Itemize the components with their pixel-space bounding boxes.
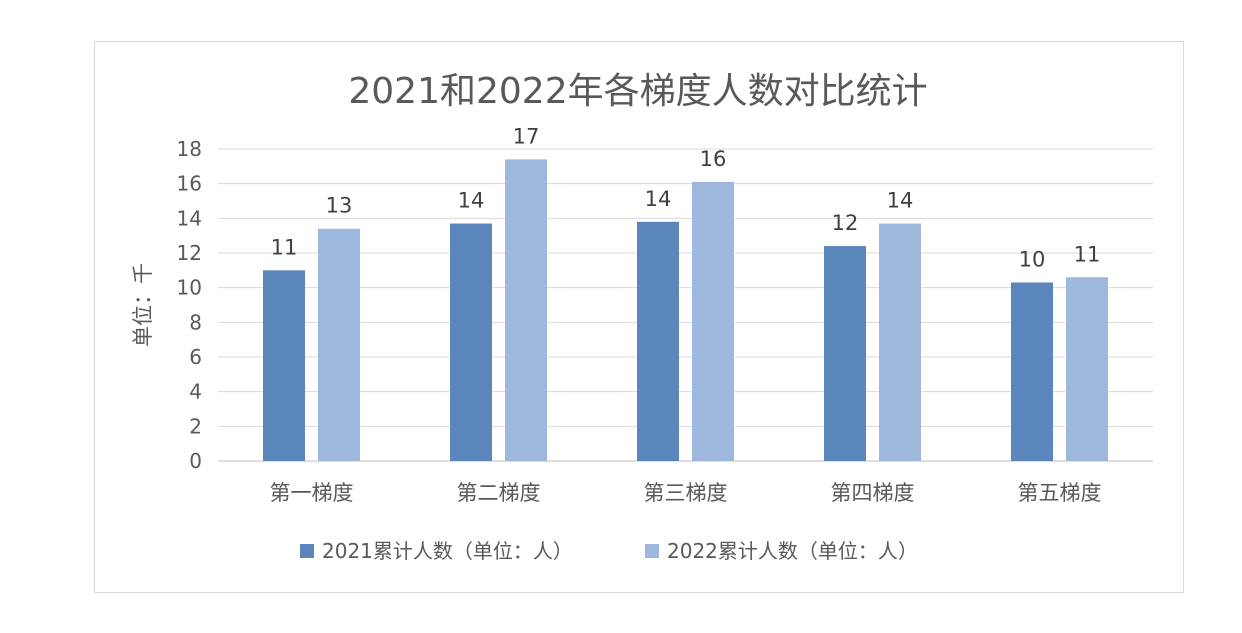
x-category-label: 第四梯度 [831,481,915,505]
bar [318,228,360,461]
chart-title: 2021和2022年各梯度人数对比统计 [348,71,927,112]
x-category-label: 第五梯度 [1018,481,1102,505]
bar [263,270,305,461]
y-tick-label: 12 [177,241,202,265]
bar [879,223,921,461]
y-tick-label: 4 [189,380,202,404]
legend-entry: 2022累计人数（单位：人） [667,539,918,563]
data-label: 12 [832,211,859,235]
legend-swatch [300,544,314,558]
data-label: 17 [513,124,540,148]
x-category-label: 第一梯度 [270,481,354,505]
data-label: 13 [326,194,353,218]
data-label: 14 [645,187,672,211]
y-axis-label: 单位：千 [131,263,155,347]
x-category-label: 第二梯度 [457,481,541,505]
y-tick-label: 10 [177,276,202,300]
data-label: 11 [271,235,298,259]
data-label: 14 [887,189,914,213]
y-tick-label: 8 [189,310,202,334]
x-category-label: 第三梯度 [644,481,728,505]
bar [637,221,679,461]
legend-entry: 2021累计人数（单位：人） [322,539,573,563]
data-labels: 11 13 14 17 14 16 12 14 10 11 [271,124,1101,271]
data-label: 10 [1019,247,1046,271]
bar [824,246,866,461]
y-tick-label: 6 [189,345,202,369]
y-tick-label: 14 [177,206,202,230]
gridlines [218,148,1153,462]
x-axis-categories: 第一梯度 第二梯度 第三梯度 第四梯度 第五梯度 [270,481,1102,505]
legend: 2021累计人数（单位：人） 2022累计人数（单位：人） [300,539,918,563]
data-label: 14 [458,189,485,213]
bar [692,181,734,461]
bar [1066,277,1108,461]
y-tick-label: 18 [177,137,202,161]
data-label: 11 [1074,242,1101,266]
legend-swatch [645,544,659,558]
y-axis-ticks: 0 2 4 6 8 10 12 14 16 18 [177,137,202,473]
y-tick-label: 2 [189,414,202,438]
bar [1011,282,1053,461]
bar [450,223,492,461]
data-label: 16 [700,147,727,171]
bar [505,159,547,461]
y-tick-label: 0 [189,449,202,473]
y-tick-label: 16 [177,172,202,196]
bars [263,159,1108,461]
